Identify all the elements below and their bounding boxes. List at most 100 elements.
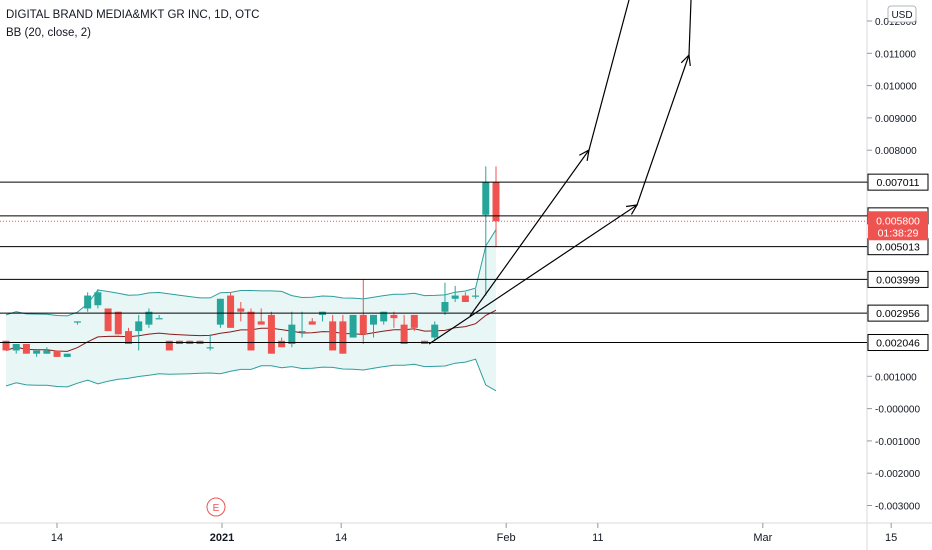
candle bbox=[237, 302, 245, 322]
candle bbox=[329, 314, 337, 351]
candle-body bbox=[359, 314, 367, 335]
candle-body bbox=[400, 324, 408, 344]
trend-arrows[interactable] bbox=[428, 0, 692, 345]
price-axis[interactable]: 0.0120000.0110000.0100000.0090000.008000… bbox=[867, 17, 920, 513]
candle bbox=[125, 327, 132, 344]
time-tick-label: 15 bbox=[885, 532, 897, 544]
candle-body bbox=[165, 340, 173, 351]
candle bbox=[349, 314, 357, 338]
candle bbox=[33, 350, 41, 357]
trend-arrow-2-head bbox=[626, 204, 639, 215]
candle-body bbox=[431, 324, 439, 338]
candle-body bbox=[482, 182, 490, 215]
level-label: 0.003999 bbox=[876, 274, 920, 286]
candle bbox=[94, 289, 102, 309]
price-tick-label: 0.009000 bbox=[875, 114, 917, 125]
candle bbox=[12, 344, 20, 354]
candle-body bbox=[33, 350, 41, 354]
candle-body bbox=[370, 314, 377, 325]
indicator-legend[interactable]: BB (20, close, 2) bbox=[6, 27, 92, 39]
candle bbox=[298, 311, 306, 338]
candle-body bbox=[94, 292, 102, 306]
price-tick-label: 0.011000 bbox=[875, 49, 916, 60]
candle-body bbox=[22, 344, 30, 354]
candle bbox=[380, 311, 388, 325]
candle bbox=[441, 282, 449, 315]
lower-band-line bbox=[5, 358, 497, 392]
candle-body bbox=[145, 311, 153, 325]
candles bbox=[2, 166, 500, 357]
candle-body bbox=[216, 298, 224, 325]
earnings-marker-label: E bbox=[213, 503, 220, 514]
time-tick-label: Mar bbox=[753, 532, 772, 544]
candle-body bbox=[257, 321, 265, 325]
level-labels: 0.0070110.0059670.0050130.0039990.002956… bbox=[867, 173, 929, 352]
horizontal-levels[interactable] bbox=[0, 181, 867, 344]
level-label: 0.005013 bbox=[876, 242, 920, 254]
candle-body bbox=[12, 344, 20, 351]
candle bbox=[492, 166, 500, 248]
candle bbox=[84, 292, 92, 312]
trend-arrow-2-extension bbox=[688, 0, 692, 56]
level-label-box bbox=[867, 173, 929, 191]
candle-body bbox=[390, 314, 398, 319]
candle bbox=[461, 292, 469, 303]
candle-body bbox=[104, 308, 112, 332]
countdown-label: 01:38:29 bbox=[878, 227, 919, 239]
candle-body bbox=[329, 321, 337, 351]
price-tick-label: 0.010000 bbox=[875, 82, 917, 93]
candle-body bbox=[73, 321, 81, 323]
candle-body bbox=[288, 324, 296, 344]
trend-arrow-1-head bbox=[579, 148, 590, 161]
candle bbox=[53, 350, 61, 357]
price-tick-label: 0.008000 bbox=[875, 146, 917, 157]
candle bbox=[43, 347, 51, 354]
time-tick-label: 14 bbox=[335, 532, 347, 544]
candle-body bbox=[492, 182, 500, 222]
time-tick-label: 2021 bbox=[210, 532, 234, 544]
candle bbox=[145, 308, 153, 328]
candle-body bbox=[114, 311, 122, 335]
candle bbox=[135, 314, 143, 351]
candle bbox=[22, 344, 30, 354]
level-label: 0.007011 bbox=[876, 177, 919, 189]
candle-body bbox=[461, 295, 469, 303]
candle bbox=[227, 292, 235, 328]
candle bbox=[482, 166, 490, 296]
candle-body bbox=[135, 321, 143, 332]
candle bbox=[472, 289, 480, 299]
candle-body bbox=[267, 314, 275, 354]
candle bbox=[73, 321, 81, 325]
candle-body bbox=[339, 321, 347, 354]
currency-button[interactable] bbox=[887, 5, 917, 23]
candle bbox=[267, 311, 275, 354]
level-label-box bbox=[867, 334, 929, 352]
earnings-icon[interactable] bbox=[206, 497, 226, 517]
price-tick-label: -0.002000 bbox=[875, 469, 920, 480]
price-tick-label: -0.001000 bbox=[875, 437, 920, 448]
candle-body bbox=[63, 353, 71, 357]
candle-body bbox=[451, 295, 459, 299]
candle-body bbox=[237, 308, 245, 312]
candle bbox=[288, 311, 296, 348]
candle-body bbox=[227, 295, 235, 328]
candle-body bbox=[206, 347, 214, 349]
time-axis[interactable]: 14202114Feb11Mar15Apr19May bbox=[51, 523, 932, 544]
candle-body bbox=[380, 311, 388, 322]
candle bbox=[400, 314, 408, 344]
candle bbox=[104, 308, 112, 332]
candle bbox=[63, 353, 71, 357]
candle-body bbox=[410, 314, 418, 328]
last-price-box bbox=[868, 211, 928, 241]
candle-body bbox=[298, 331, 306, 333]
candle-body bbox=[308, 321, 316, 325]
candle-body bbox=[125, 331, 132, 344]
candle-body bbox=[2, 340, 10, 351]
level-label: 0.002956 bbox=[876, 308, 920, 320]
candle bbox=[451, 285, 459, 303]
price-tick-label: 0.001000 bbox=[875, 372, 917, 383]
candle bbox=[359, 279, 367, 344]
candle-body bbox=[53, 350, 61, 357]
candle-body bbox=[441, 302, 449, 312]
